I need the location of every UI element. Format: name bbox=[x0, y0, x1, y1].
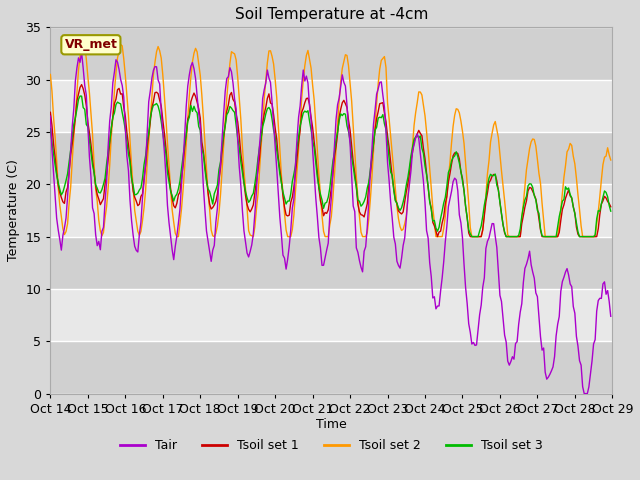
Text: VR_met: VR_met bbox=[65, 38, 117, 51]
Bar bbox=[51, 341, 612, 394]
Bar bbox=[51, 132, 612, 184]
Title: Soil Temperature at -4cm: Soil Temperature at -4cm bbox=[235, 7, 428, 22]
X-axis label: Time: Time bbox=[316, 419, 347, 432]
Y-axis label: Temperature (C): Temperature (C) bbox=[7, 159, 20, 262]
Bar bbox=[51, 80, 612, 132]
Bar bbox=[51, 289, 612, 341]
Bar bbox=[51, 237, 612, 289]
Bar bbox=[51, 27, 612, 80]
Legend: Tair, Tsoil set 1, Tsoil set 2, Tsoil set 3: Tair, Tsoil set 1, Tsoil set 2, Tsoil se… bbox=[115, 434, 547, 457]
Bar bbox=[51, 184, 612, 237]
